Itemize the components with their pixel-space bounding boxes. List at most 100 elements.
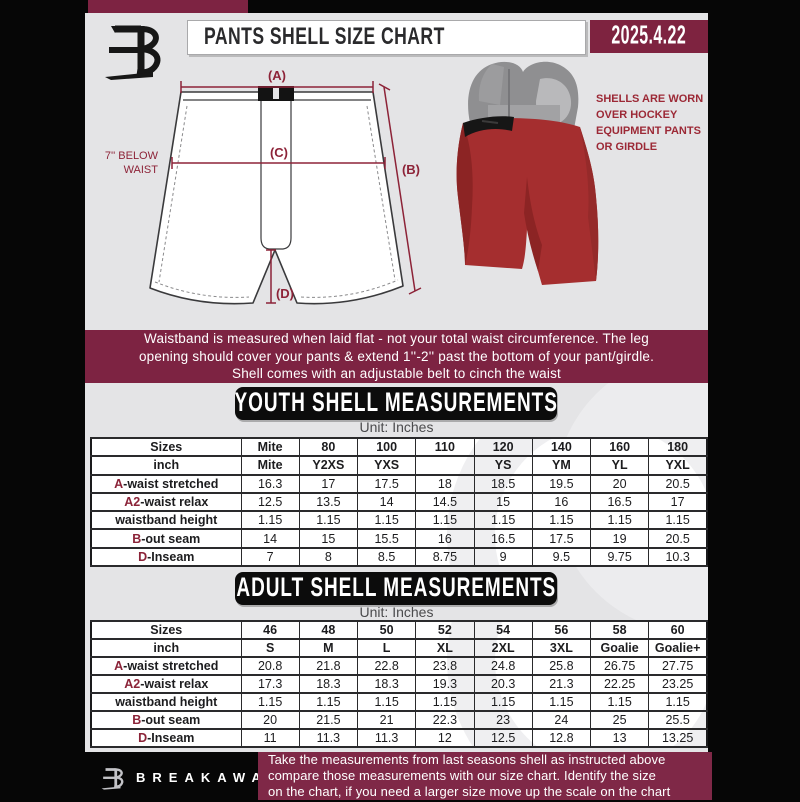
size-cell: 1.15 [589,692,650,712]
size-cell: 1.15 [473,692,533,712]
shorts-outline [149,86,404,305]
size-cell: 15 [473,491,533,513]
shell-measurement-diagram: (A) (B) (C) (D) 7'' BELOW WAIST [105,68,422,305]
youth-section-header: YOUTH SHELL MEASUREMENTS [234,387,557,420]
size-cell: YL [589,455,650,476]
red-shell [456,116,599,285]
size-cell: 1.15 [648,692,708,712]
size-cell: 17.5 [531,528,592,549]
size-cell: 8.5 [356,546,417,567]
table-row: Sizes Mite 80 100 110 120 140 160 180 [90,437,708,458]
page-title: PANTS SHELL SIZE CHART [204,23,445,51]
size-cell: 110 [415,437,475,458]
size-cell: 24.8 [473,656,533,676]
size-cell: 1.15 [298,510,359,531]
size-cell: 46 [240,620,300,640]
size-cell: 23.25 [648,674,708,694]
table-row: inch S M L XL 2XL 3XL Goalie Goalie+ [90,638,708,658]
row-label: inch [90,455,242,476]
row-label-prefix: B [132,713,142,727]
row-label-prefix: A [114,659,124,673]
adult-section-header: ADULT SHELL MEASUREMENTS [235,572,557,605]
row-label: A-waist stretched [90,473,242,494]
row-label: inch [90,638,242,658]
size-cell: XL [415,638,475,658]
size-cell: 160 [589,437,650,458]
size-cell: 180 [648,437,708,458]
size-cell: 3XL [531,638,592,658]
table-row: A2-waist relax 12.5 13.5 14 14.5 15 16 16.5 17 [90,491,708,513]
youth-size-table: Sizes Mite 80 100 110 120 140 160 180 inch Mite Y2X… [90,437,708,567]
size-cell: 11 [240,728,300,748]
size-cell: 50 [356,620,417,640]
adult-section-title: ADULT SHELL MEASUREMENTS [236,572,556,603]
brand-name: BREAKAWAY [136,769,283,785]
table-row: Sizes 46 48 50 52 54 56 58 60 [90,620,708,640]
footer-instructions: Take the measurements from last seasons … [258,752,712,800]
size-cell: 21.5 [298,710,359,730]
size-cell: 19 [589,528,650,549]
size-cell: 2XL [473,638,533,658]
size-cell: 48 [298,620,359,640]
size-cell: 25.8 [531,656,592,676]
size-cell: 11.3 [356,728,417,748]
size-cell: 1.15 [298,692,359,712]
size-cell: 13 [589,728,650,748]
size-cell: 20.8 [240,656,300,676]
breakaway-logo-icon [105,25,161,80]
table-row: B-out seam 20 21.5 21 22.3 23 24 25 25.5 [90,710,708,730]
size-cell: M [298,638,359,658]
size-cell: 20.5 [648,473,708,494]
size-cell: 14 [356,491,417,513]
breakaway-logo-footer-icon [101,768,124,790]
row-label: A-waist stretched [90,656,242,676]
measure-label-d: (D) [276,286,294,301]
size-cell: 16.3 [240,473,300,494]
size-cell: 52 [415,620,475,640]
size-cell: 1.15 [589,510,650,531]
youth-unit-label: Unit: Inches [359,419,434,435]
size-cell: 9 [473,546,533,567]
size-cell: 1.15 [531,510,592,531]
row-label: A2-waist relax [90,674,242,694]
size-cell: 1.15 [240,510,300,531]
size-cell: 18 [415,473,475,494]
size-cell: 12.5 [240,491,300,513]
size-cell: Mite [240,437,300,458]
size-cell: 23 [473,710,533,730]
row-label-prefix: D [138,731,148,745]
size-cell: 18.3 [298,674,359,694]
size-cell: 1.15 [415,510,475,531]
size-cell: L [356,638,417,658]
adult-table-panel: Sizes 46 48 50 52 54 56 58 60 inch S M L XL 2XL 3XL Goal… [90,620,708,748]
size-cell: 12.5 [473,728,533,748]
size-cell: 20 [240,710,300,730]
notice-text: Waistband is measured when laid flat - n… [138,330,655,382]
row-label: Sizes [90,620,242,640]
size-cell: Mite [240,455,300,476]
size-cell: 16.5 [589,491,650,513]
row-label-prefix: D [138,549,148,564]
size-cell: 1.15 [648,510,708,531]
size-cell: 16 [531,491,592,513]
size-cell: YM [531,455,592,476]
row-label: D-Inseam [90,546,242,567]
size-cell: 9.5 [531,546,592,567]
size-cell: 22.8 [356,656,417,676]
size-cell: 54 [473,620,533,640]
size-cell: 12 [415,728,475,748]
size-cell: 80 [298,437,359,458]
size-cell: 1.15 [356,510,417,531]
row-label: waistband height [90,692,242,712]
table-row: A-waist stretched 20.8 21.8 22.8 23.8 24.8 25.… [90,656,708,676]
table-row: D-Inseam 11 11.3 11.3 12 12.5 12.8 13 13.25 [90,728,708,748]
size-cell: 7 [240,546,300,567]
below-waist-label-line2: WAIST [124,164,159,176]
table-row: A-waist stretched 16.3 17 17.5 18 18.5 19.5 20 2… [90,473,708,494]
size-cell: 10.3 [648,546,708,567]
size-cell: 1.15 [356,692,417,712]
size-cell: 20 [589,473,650,494]
measurement-notice-banner: Waistband is measured when laid flat - n… [85,330,708,383]
size-cell: 20.5 [648,528,708,549]
